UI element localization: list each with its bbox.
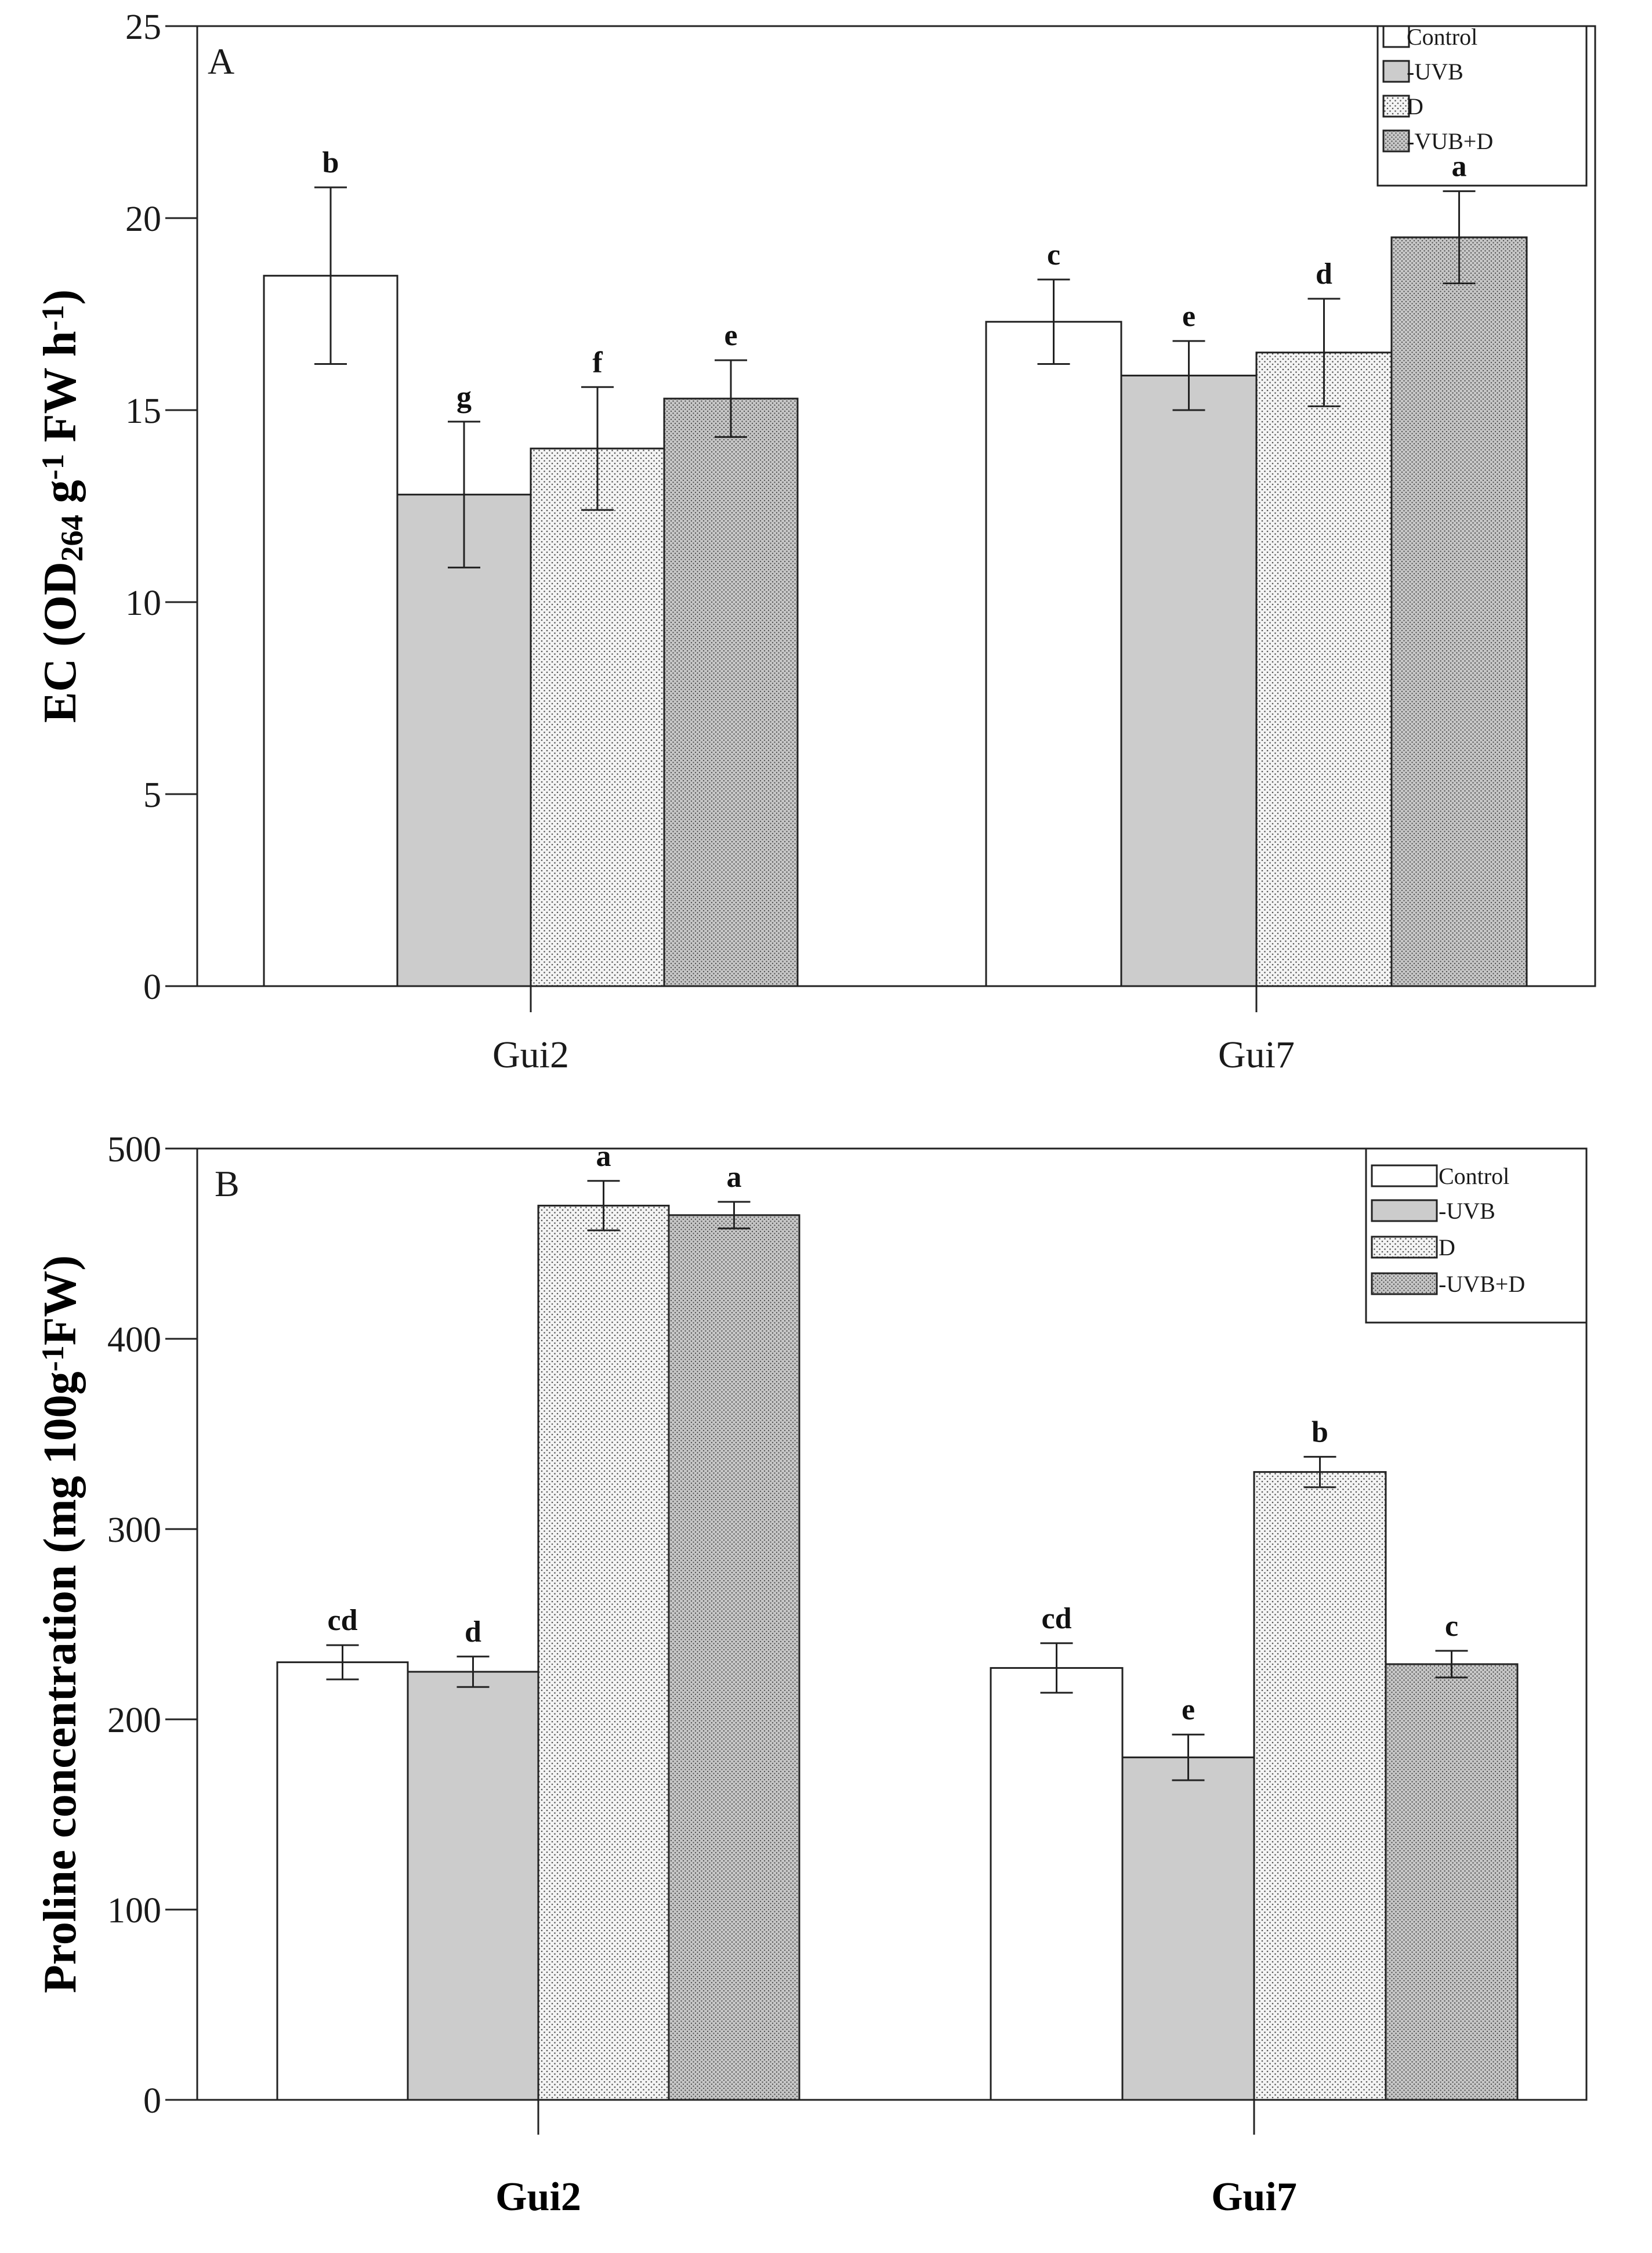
- x-category-label: Gui7: [1211, 2175, 1297, 2219]
- bar-uvb-gui7: [1121, 1756, 1255, 2101]
- legend-label: -UVB: [1407, 59, 1463, 85]
- significance-letter: f: [592, 346, 603, 379]
- panel-label: A: [208, 41, 234, 82]
- y-tick-label: 15: [125, 392, 161, 431]
- significance-letter: d: [1316, 258, 1332, 291]
- significance-letter: c: [1047, 238, 1060, 271]
- y-axis-label: Proline concentration (mg 100g-1FW): [35, 1255, 86, 1993]
- y-tick-label: 0: [143, 968, 161, 1007]
- legend-label: -UVB+D: [1439, 1271, 1525, 1297]
- bar-control-gui2: [276, 1661, 409, 2101]
- bar-uvbd-gui2: [668, 1214, 800, 2101]
- x-category-label: Gui2: [495, 2175, 581, 2219]
- legend-swatch: [1382, 129, 1410, 153]
- y-tick-label: 100: [107, 1891, 161, 1930]
- panel-label: B: [215, 1163, 240, 1204]
- significance-letter: a: [1452, 150, 1467, 183]
- chart-panel-b: 0 100 200 300 400 500 Bcd cd d e a b a c Gui2 Gui7 Contr…: [35, 1130, 1588, 2219]
- bar-vubd-gui2: [663, 397, 799, 987]
- bar-d-gui7: [1255, 352, 1393, 987]
- significance-letter: e: [1182, 1693, 1195, 1726]
- legend-swatch: [1371, 1272, 1438, 1295]
- significance-letter: a: [727, 1161, 742, 1194]
- y-tick-label: 300: [107, 1511, 161, 1550]
- bar-d-gui2: [537, 1204, 670, 2101]
- plot-frame: [196, 25, 1596, 987]
- legend-swatch: [1382, 95, 1410, 118]
- legend-box: [1365, 1147, 1588, 1324]
- y-axis-label: EC (OD264 g-1 FW h-1): [35, 289, 89, 723]
- bar-vubd-gui7: [1390, 236, 1528, 987]
- bar-uvbd-gui7: [1385, 1663, 1519, 2101]
- significance-letter: cd: [1042, 1602, 1072, 1635]
- chart-panel-a: 0 5 10 15 20 25 Ab c g e f d e a Gui2 Gui7 Control -UVB D -…: [35, 8, 1596, 1076]
- legend-label: Control: [1439, 1163, 1509, 1189]
- bar-control-gui7: [990, 1667, 1124, 2101]
- bar-d-gui7: [1253, 1471, 1387, 2101]
- significance-letter: b: [1312, 1415, 1328, 1448]
- legend-label: D: [1439, 1234, 1455, 1260]
- y-tick-label: 25: [125, 8, 161, 47]
- legend-swatch: [1371, 1236, 1438, 1259]
- legend-swatch: [1371, 1164, 1438, 1187]
- significance-letter: d: [465, 1616, 481, 1649]
- significance-letter: c: [1445, 1610, 1458, 1643]
- y-tick-label: 500: [107, 1130, 161, 1169]
- significance-letter: g: [457, 381, 472, 414]
- significance-letter: a: [596, 1140, 611, 1173]
- y-tick-label: 400: [107, 1320, 161, 1360]
- bar-control-gui2: [263, 274, 398, 987]
- legend-swatch: [1382, 60, 1410, 83]
- significance-letter: cd: [328, 1604, 358, 1637]
- legend-label: -VUB+D: [1407, 128, 1493, 154]
- y-tick-label: 200: [107, 1701, 161, 1740]
- significance-letter: e: [724, 319, 737, 352]
- legend-label: Control: [1407, 24, 1477, 50]
- x-category-label: Gui7: [1218, 1034, 1295, 1076]
- legend-box: [1376, 25, 1588, 187]
- bar-uvb-gui2: [407, 1671, 539, 2101]
- significance-letter: b: [323, 146, 339, 179]
- y-tick-label: 20: [125, 200, 161, 239]
- legend-swatch: [1371, 1199, 1438, 1222]
- y-tick-label: 10: [125, 584, 161, 623]
- legend-swatch: [1382, 25, 1410, 48]
- y-tick-label: 0: [143, 2081, 161, 2121]
- x-category-label: Gui2: [492, 1034, 569, 1076]
- legend-label: -UVB: [1439, 1198, 1495, 1224]
- bar-uvb-gui7: [1120, 374, 1258, 987]
- significance-letter: e: [1182, 300, 1195, 333]
- plot-frame: [196, 1147, 1588, 2101]
- legend-label: D: [1407, 93, 1423, 119]
- bar-uvb-gui2: [396, 494, 532, 987]
- bar-control-gui7: [985, 321, 1122, 987]
- y-tick-label: 5: [143, 776, 161, 815]
- bar-d-gui2: [530, 447, 665, 987]
